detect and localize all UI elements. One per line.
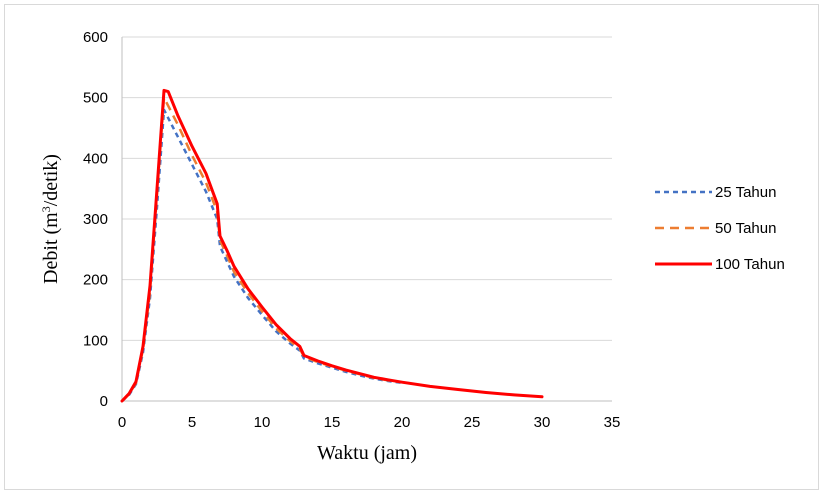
- legend-label-0: 25 Tahun: [715, 184, 776, 201]
- x-tick-label: 20: [394, 414, 411, 431]
- y-tick-label: 100: [83, 332, 108, 349]
- y-tick-label: 500: [83, 90, 108, 107]
- x-tick-label: 25: [464, 414, 481, 431]
- y-axis-title: Debit (m3/detik): [39, 154, 62, 284]
- x-axis-title: Waktu (jam): [317, 442, 417, 464]
- y-tick-label: 600: [83, 29, 108, 46]
- x-tick-label: 10: [254, 414, 271, 431]
- series-line-2: [120, 88, 544, 403]
- x-tick-label: 5: [188, 414, 196, 431]
- y-tick-label: 400: [83, 150, 108, 167]
- chart-frame: [4, 4, 819, 490]
- y-axis-title-prefix: Debit (m: [40, 212, 62, 284]
- series-line-1: [121, 96, 403, 402]
- y-tick-label: 300: [83, 211, 108, 228]
- series-lines: [120, 88, 544, 403]
- x-tick-label: 0: [118, 414, 126, 431]
- legend: 25 Tahun 50 Tahun 100 Tahun: [655, 184, 785, 273]
- y-tick-labels: 0 100 200 300 400 500 600: [83, 29, 108, 410]
- series-line-0: [121, 108, 403, 402]
- y-tick-label: 0: [100, 393, 108, 410]
- y-axis-title-sup: 3: [39, 206, 53, 212]
- y-tick-label: 200: [83, 272, 108, 289]
- gridlines: [121, 36, 612, 402]
- y-axis-title-suffix: /detik): [40, 154, 62, 206]
- x-tick-label: 30: [534, 414, 551, 431]
- legend-label-1: 50 Tahun: [715, 220, 776, 237]
- x-tick-label: 15: [324, 414, 341, 431]
- x-tick-label: 35: [604, 414, 621, 431]
- legend-label-2: 100 Tahun: [715, 256, 785, 273]
- x-tick-labels: 0 5 10 15 20 25 30 35: [118, 414, 621, 431]
